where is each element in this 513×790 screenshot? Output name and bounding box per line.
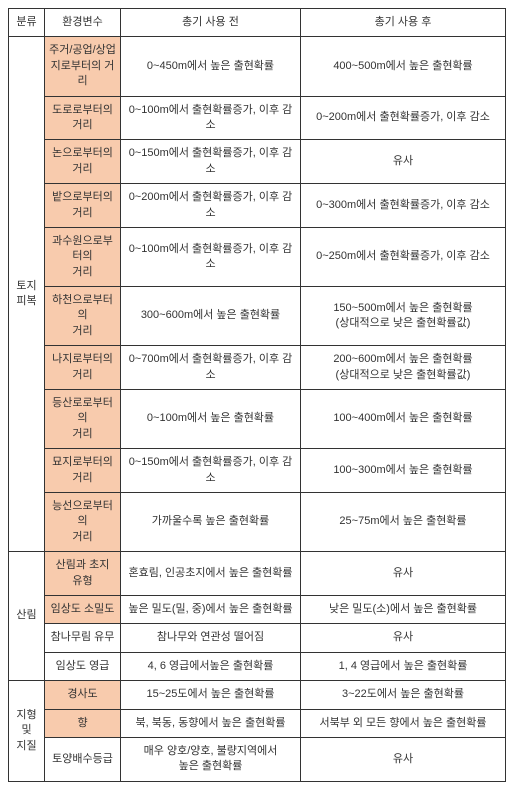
after-cell: 25~75m에서 높은 출현확률 [301,492,506,551]
before-cell: 참나무와 연관성 떨어짐 [121,624,301,652]
before-cell: 0~200m에서 출현확률증가, 이후 감소 [121,184,301,228]
before-cell: 0~150m에서 출현확률증가, 이후 감소 [121,449,301,493]
category-cell: 산림 [9,552,45,681]
header-before: 총기 사용 전 [121,9,301,37]
after-cell: 3~22도에서 높은 출현확률 [301,681,506,709]
header-category: 분류 [9,9,45,37]
table-row: 임상도 소밀도높은 밀도(밀, 중)에서 높은 출현확률낮은 밀도(소)에서 높… [9,595,506,623]
table-row: 밭으로부터의거리0~200m에서 출현확률증가, 이후 감소0~300m에서 출… [9,184,506,228]
before-cell: 0~100m에서 출현확률증가, 이후 감소 [121,96,301,140]
table-row: 참나무림 유무참나무와 연관성 떨어짐유사 [9,624,506,652]
table-row: 산림산림과 초지유형혼효림, 인공초지에서 높은 출현확률유사 [9,552,506,596]
header-row: 분류 환경변수 총기 사용 전 총기 사용 후 [9,9,506,37]
env-var-cell: 주거/공업/상업지로부터의 거리 [45,37,121,96]
after-cell: 낮은 밀도(소)에서 높은 출현확률 [301,595,506,623]
after-cell: 200~600m에서 높은 출현확률(상대적으로 낮은 출현확률값) [301,346,506,390]
table-row: 도로로부터의거리0~100m에서 출현확률증가, 이후 감소0~200m에서 출… [9,96,506,140]
env-var-cell: 하천으로부터의거리 [45,287,121,346]
table-row: 등산로로부터의거리0~100m에서 높은 출현확률100~400m에서 높은 출… [9,390,506,449]
env-var-cell: 나지로부터의거리 [45,346,121,390]
before-cell: 0~700m에서 출현확률증가, 이후 감소 [121,346,301,390]
table-row: 논으로부터의거리0~150m에서 출현확률증가, 이후 감소유사 [9,140,506,184]
after-cell: 100~300m에서 높은 출현확률 [301,449,506,493]
before-cell: 혼효림, 인공초지에서 높은 출현확률 [121,552,301,596]
env-var-cell: 능선으로부터의거리 [45,492,121,551]
env-var-cell: 향 [45,709,121,737]
category-cell: 토지피복 [9,37,45,552]
env-var-cell: 밭으로부터의거리 [45,184,121,228]
table-row: 향북, 북동, 동향에서 높은 출현확률서북부 외 모든 향에서 높은 출현확률 [9,709,506,737]
header-env-var: 환경변수 [45,9,121,37]
before-cell: 북, 북동, 동향에서 높은 출현확률 [121,709,301,737]
after-cell: 유사 [301,737,506,781]
before-cell: 300~600m에서 높은 출현확률 [121,287,301,346]
table-row: 하천으로부터의거리300~600m에서 높은 출현확률150~500m에서 높은… [9,287,506,346]
env-var-cell: 과수원으로부터의거리 [45,227,121,286]
env-var-cell: 산림과 초지유형 [45,552,121,596]
after-cell: 유사 [301,552,506,596]
after-cell: 400~500m에서 높은 출현확률 [301,37,506,96]
header-after: 총기 사용 후 [301,9,506,37]
before-cell: 0~150m에서 출현확률증가, 이후 감소 [121,140,301,184]
before-cell: 0~100m에서 출현확률증가, 이후 감소 [121,227,301,286]
after-cell: 0~200m에서 출현확률증가, 이후 감소 [301,96,506,140]
env-var-cell: 묘지로부터의거리 [45,449,121,493]
comparison-table: 분류 환경변수 총기 사용 전 총기 사용 후 토지피복주거/공업/상업지로부터… [8,8,506,782]
category-cell: 지형및지질 [9,681,45,782]
before-cell: 15~25도에서 높은 출현확률 [121,681,301,709]
before-cell: 0~100m에서 높은 출현확률 [121,390,301,449]
before-cell: 매우 양호/양호, 불량지역에서높은 출현확률 [121,737,301,781]
after-cell: 유사 [301,140,506,184]
after-cell: 150~500m에서 높은 출현확률(상대적으로 낮은 출현확률값) [301,287,506,346]
before-cell: 0~450m에서 높은 출현확률 [121,37,301,96]
after-cell: 0~300m에서 출현확률증가, 이후 감소 [301,184,506,228]
after-cell: 서북부 외 모든 향에서 높은 출현확률 [301,709,506,737]
table-row: 나지로부터의거리0~700m에서 출현확률증가, 이후 감소200~600m에서… [9,346,506,390]
table-row: 토지피복주거/공업/상업지로부터의 거리0~450m에서 높은 출현확률400~… [9,37,506,96]
table-row: 능선으로부터의거리가까울수록 높은 출현확률25~75m에서 높은 출현확률 [9,492,506,551]
table-row: 임상도 영급4, 6 영급에서높은 출현확률1, 4 영급에서 높은 출현확률 [9,652,506,680]
env-var-cell: 참나무림 유무 [45,624,121,652]
env-var-cell: 도로로부터의거리 [45,96,121,140]
after-cell: 유사 [301,624,506,652]
after-cell: 0~250m에서 출현확률증가, 이후 감소 [301,227,506,286]
table-row: 묘지로부터의거리0~150m에서 출현확률증가, 이후 감소100~300m에서… [9,449,506,493]
env-var-cell: 논으로부터의거리 [45,140,121,184]
table-row: 지형및지질경사도15~25도에서 높은 출현확률3~22도에서 높은 출현확률 [9,681,506,709]
before-cell: 가까울수록 높은 출현확률 [121,492,301,551]
env-var-cell: 토양배수등급 [45,737,121,781]
before-cell: 높은 밀도(밀, 중)에서 높은 출현확률 [121,595,301,623]
after-cell: 1, 4 영급에서 높은 출현확률 [301,652,506,680]
table-row: 토양배수등급매우 양호/양호, 불량지역에서높은 출현확률유사 [9,737,506,781]
after-cell: 100~400m에서 높은 출현확률 [301,390,506,449]
table-row: 과수원으로부터의거리0~100m에서 출현확률증가, 이후 감소0~250m에서… [9,227,506,286]
before-cell: 4, 6 영급에서높은 출현확률 [121,652,301,680]
env-var-cell: 등산로로부터의거리 [45,390,121,449]
env-var-cell: 임상도 영급 [45,652,121,680]
env-var-cell: 임상도 소밀도 [45,595,121,623]
env-var-cell: 경사도 [45,681,121,709]
